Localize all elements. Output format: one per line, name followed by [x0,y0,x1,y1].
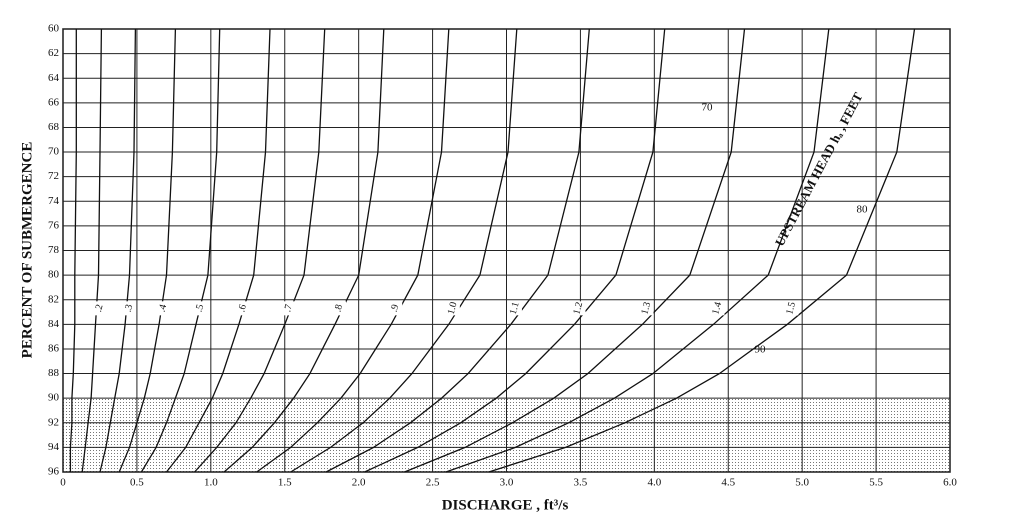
curve-label: 1.4 [710,301,724,316]
x-tick-label: 1.0 [204,477,218,489]
y-tick-label: 92 [48,416,59,428]
transition-label: 90 [755,344,767,356]
curve-label-bg [507,301,522,316]
y-tick-label: 74 [48,195,60,207]
x-tick-label: 4.0 [647,477,661,489]
y-tick-label: 80 [48,269,60,281]
curve-label: .2 [93,303,106,313]
x-tick-label: 3.5 [574,477,588,489]
curve [364,28,666,473]
curve-label-bg [156,301,171,316]
y-tick-label: 60 [48,23,60,35]
y-tick-label: 84 [48,318,60,330]
y-tick-label: 94 [48,441,60,453]
curve-label: .7 [282,303,295,313]
curve-label: .3 [123,303,136,313]
curve [165,28,271,473]
curve [140,28,221,473]
transition-label: 80 [857,204,869,216]
curve [223,28,385,473]
curve-label-bg [445,301,460,316]
y-tick-label: 86 [48,342,60,354]
curve-label: .8 [333,303,346,313]
y-tick-label: 70 [48,146,60,158]
x-tick-label: 3.0 [500,477,514,489]
curve-label-bg [92,301,107,316]
x-tick-label: 1.5 [278,477,292,489]
curve-label-bg [571,301,586,316]
curve-label-bg [332,301,347,316]
curve [325,28,590,473]
curve [118,28,177,473]
plot-area: 60 62 64 66 68 70 72 74 76 78 80 82 84 86 88 90 92 94 960 0… [48,23,957,489]
x-tick-label: 2.0 [352,477,366,489]
curve [256,28,450,473]
curve-label-bg [639,301,654,316]
x-tick-label: 2.5 [426,477,440,489]
curve-label-bg [710,301,725,316]
y-axis-title: PERCENT OF SUBMERGENCE [19,142,35,359]
y-tick-label: 72 [48,170,59,182]
curve [290,28,518,473]
x-tick-label: 6.0 [943,477,957,489]
curve-label-bg [193,301,208,316]
curve-label: 1.0 [446,301,460,316]
x-tick-label: 5.5 [869,477,883,489]
curve-label: 1.2 [571,301,585,316]
curve-label-bg [122,301,137,316]
curve [445,28,830,473]
x-tick-label: 4.5 [721,477,735,489]
y-tick-label: 90 [48,392,60,404]
curve-label: .9 [389,303,402,313]
x-axis-title: DISCHARGE , ft³/s [442,497,569,513]
transition-label: 70 [702,102,714,114]
curve-label: .4 [157,303,170,313]
curve [81,28,103,473]
curve-label: 1.1 [508,301,522,316]
y-tick-label: 62 [48,47,59,59]
curve-label-bg [388,301,403,316]
y-tick-label: 82 [48,293,59,305]
curve-label: .5 [194,303,207,313]
curve [99,28,137,473]
y-tick-label: 88 [48,367,60,379]
x-tick-label: 0 [60,477,66,489]
curve-label: 1.5 [784,301,798,316]
y-tick-label: 64 [48,72,60,84]
y-tick-label: 66 [48,96,60,108]
curve [69,29,77,472]
curve-label-bg [235,301,250,316]
y-tick-label: 78 [48,244,60,256]
x-tick-label: 0.5 [130,477,144,489]
curve-label-bg [784,301,799,316]
curve-label: .6 [236,303,249,313]
curve [404,28,746,473]
y-tick-label: 68 [48,121,60,133]
x-tick-label: 5.0 [795,477,809,489]
curve [488,28,916,473]
curve-label-bg [281,301,296,316]
curve [194,28,326,473]
y-tick-label: 96 [48,466,60,478]
curve-label: 1.3 [639,301,653,316]
y-tick-label: 76 [48,219,60,231]
